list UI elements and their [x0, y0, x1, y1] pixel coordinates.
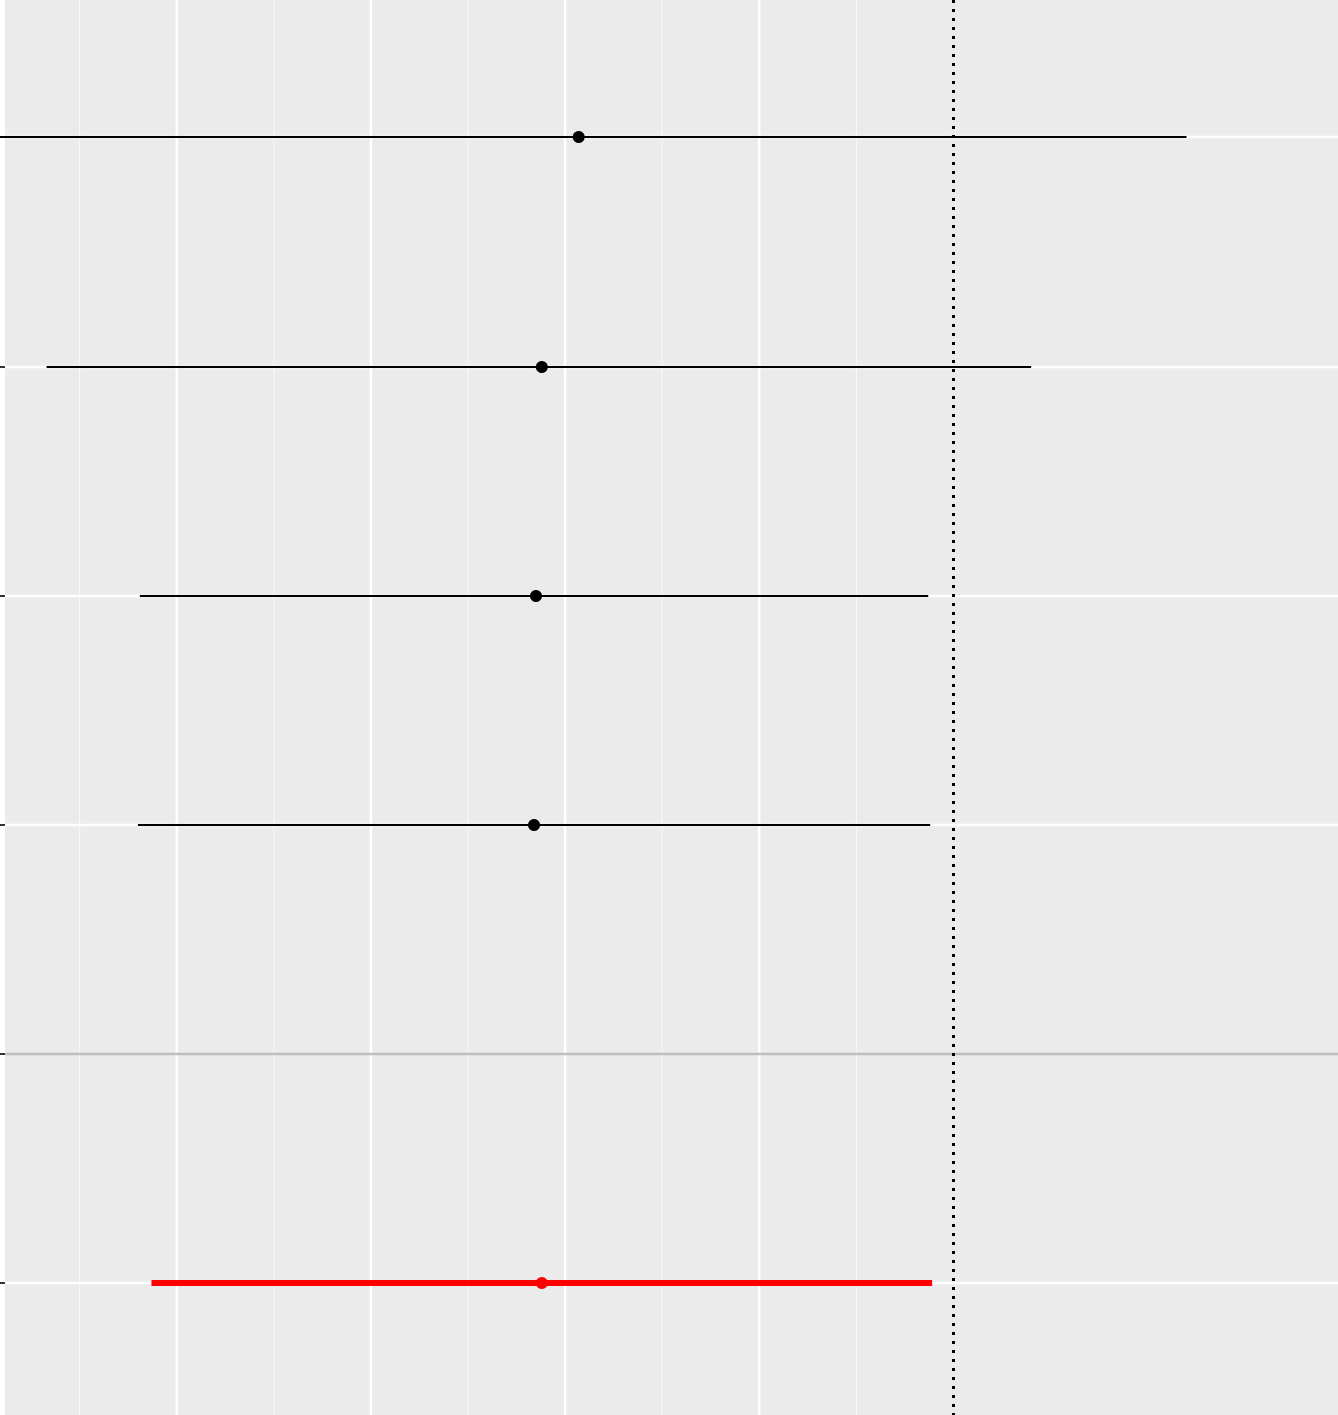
summary-estimate-point [535, 1277, 548, 1289]
estimate-point-1 [535, 361, 548, 373]
estimate-point-3 [528, 819, 541, 831]
estimate-point-2 [529, 590, 542, 602]
panel-background [5, 0, 1338, 1415]
estimate-point-0 [572, 131, 585, 143]
